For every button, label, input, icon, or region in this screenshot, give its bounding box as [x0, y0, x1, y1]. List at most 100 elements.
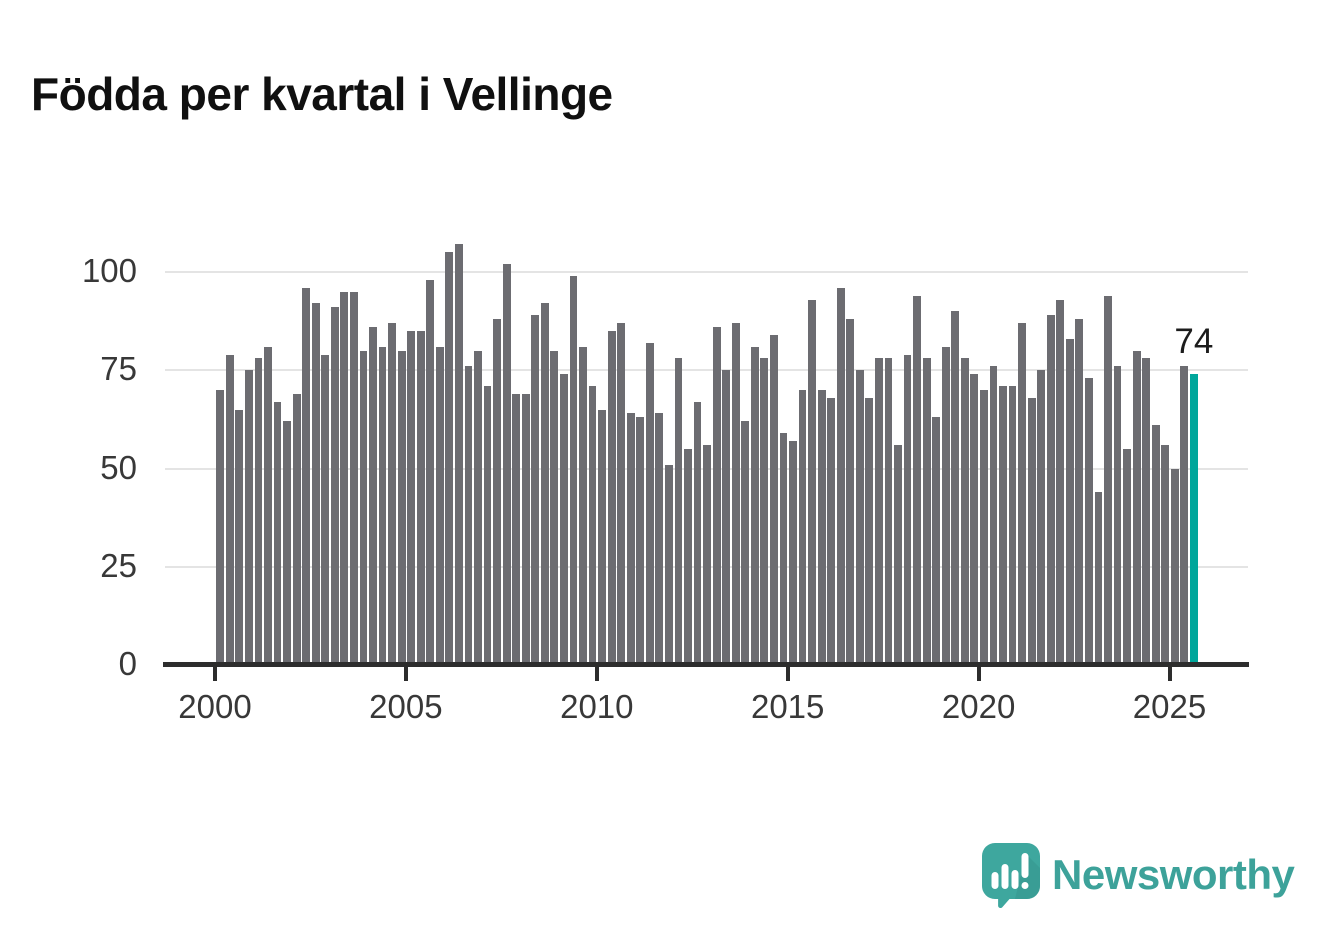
- bar-2019-Q1: [941, 346, 950, 667]
- bar-2020-Q3: [999, 385, 1007, 667]
- bar-2018-Q1: [903, 354, 912, 667]
- bar-2022-Q3: [1075, 319, 1084, 667]
- bar-2010-Q2: [607, 330, 616, 667]
- bar-2004-Q1: [369, 327, 377, 667]
- bar-2022-Q1: [1056, 299, 1065, 667]
- logo-exclamation-bar: [1021, 853, 1029, 878]
- bar-2001-Q3: [273, 401, 282, 667]
- logo-chart-bar-3: [1011, 870, 1019, 889]
- bar-2020-Q1: [980, 389, 988, 667]
- bar-2025-Q2: [1180, 366, 1189, 667]
- bar-2023-Q2: [1104, 295, 1112, 667]
- bar-2010-Q4: [626, 413, 635, 667]
- bar-2005-Q3: [426, 279, 435, 667]
- page-title: Födda per kvartal i Vellinge: [31, 67, 613, 120]
- bar-2002-Q4: [321, 354, 330, 667]
- bar-2010-Q3: [617, 323, 626, 667]
- bar-2006-Q1: [445, 252, 454, 667]
- bar-2018-Q3: [922, 358, 931, 667]
- bar-2004-Q4: [397, 350, 406, 667]
- y-axis-tick-label-0: 0: [118, 645, 137, 683]
- x-axis-tick-label-2015: 2015: [750, 688, 825, 725]
- bar-2023-Q4: [1123, 448, 1131, 667]
- bar-2012-Q4: [703, 444, 711, 667]
- bar-2003-Q2: [340, 291, 349, 667]
- bar-2013-Q4: [741, 421, 750, 667]
- bar-2006-Q3: [464, 366, 473, 667]
- bar-2003-Q4: [359, 350, 368, 667]
- bar-2020-Q2: [989, 366, 998, 667]
- bar-2021-Q3: [1037, 370, 1046, 667]
- bar-2000-Q3: [235, 409, 244, 667]
- bar-2011-Q3: [655, 413, 664, 667]
- bar-2007-Q4: [512, 393, 521, 667]
- bar-2014-Q4: [779, 433, 788, 667]
- x-axis-tick-label-2025: 2025: [1132, 688, 1207, 725]
- bar-2012-Q3: [693, 401, 702, 667]
- newsworthy-logo-text: Newsworthy: [1052, 851, 1295, 898]
- bar-2004-Q2: [378, 346, 387, 667]
- x-axis-tick-2020: [976, 667, 981, 681]
- y-axis-tick-label-75: 75: [100, 350, 137, 388]
- bar-2016-Q1: [827, 397, 836, 667]
- logo-chart-bar-2: [1001, 864, 1009, 889]
- bar-2008-Q2: [531, 315, 540, 667]
- bar-2022-Q2: [1065, 338, 1074, 667]
- bar-2017-Q1: [865, 397, 874, 667]
- y-axis-tick-label-100: 100: [81, 252, 137, 290]
- bar-2019-Q3: [960, 358, 969, 667]
- bar-2024-Q3: [1151, 425, 1160, 667]
- logo-exclamation-dot: [1021, 882, 1029, 889]
- bar-2004-Q3: [388, 323, 396, 667]
- x-axis-tick-2005: [403, 667, 408, 681]
- bar-2001-Q1: [254, 358, 263, 667]
- bar-2001-Q4: [283, 421, 291, 667]
- bar-2020-Q4: [1008, 385, 1017, 667]
- bar-2008-Q1: [521, 393, 530, 667]
- bar-2017-Q2: [875, 358, 883, 667]
- bar-2008-Q3: [540, 303, 549, 667]
- bar-2013-Q2: [722, 370, 731, 667]
- bar-2018-Q4: [932, 417, 941, 667]
- bar-2015-Q4: [817, 389, 826, 667]
- x-axis-tick-label-2020: 2020: [941, 688, 1016, 725]
- bar-2007-Q1: [483, 385, 492, 667]
- bar-2018-Q2: [913, 295, 921, 667]
- bar-2009-Q1: [560, 374, 568, 667]
- bar-2024-Q1: [1132, 350, 1141, 667]
- y-axis-tick-label-50: 50: [100, 448, 137, 486]
- bar-2015-Q1: [789, 440, 797, 667]
- bar-2000-Q1: [216, 389, 225, 667]
- bar-2023-Q1: [1094, 492, 1103, 667]
- x-axis-tick-label-2010: 2010: [560, 688, 634, 725]
- highlighted-bar-2025-Q3: [1189, 374, 1198, 667]
- bar-2010-Q1: [598, 409, 606, 667]
- bar-2009-Q2: [569, 275, 578, 667]
- x-axis-tick-2000: [213, 667, 217, 681]
- bar-2013-Q3: [731, 323, 740, 667]
- bar-2015-Q2: [798, 389, 807, 667]
- bar-2021-Q2: [1027, 397, 1036, 667]
- bar-2001-Q2: [264, 346, 272, 667]
- bar-2019-Q4: [970, 374, 979, 667]
- bar-2003-Q3: [350, 291, 358, 667]
- bar-2023-Q3: [1113, 366, 1122, 667]
- bar-2005-Q1: [407, 330, 416, 667]
- bar-2011-Q1: [636, 417, 645, 667]
- logo-chart-bar-1: [991, 872, 999, 889]
- value-annotation: 74: [1174, 322, 1214, 362]
- x-axis-tick-2025: [1167, 667, 1172, 681]
- bar-2021-Q4: [1046, 315, 1055, 667]
- y-axis-tick-label-25: 25: [100, 546, 137, 584]
- bar-2025-Q1: [1170, 468, 1179, 667]
- bar-2000-Q4: [245, 370, 253, 667]
- bar-2021-Q1: [1018, 323, 1026, 667]
- bar-2002-Q2: [302, 287, 311, 667]
- bar-2011-Q4: [665, 464, 673, 667]
- bar-2008-Q4: [550, 350, 559, 667]
- bar-2005-Q2: [416, 330, 425, 667]
- bar-2012-Q2: [684, 448, 692, 667]
- bar-2019-Q2: [951, 311, 960, 667]
- bar-2003-Q1: [330, 307, 339, 667]
